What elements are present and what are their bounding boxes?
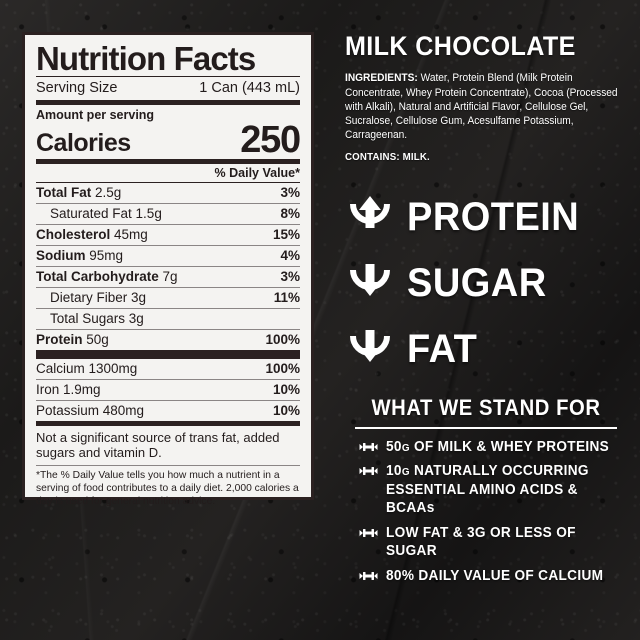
nutrient-daily-value: 3% — [280, 269, 300, 285]
nutrient-daily-value: 4% — [280, 248, 300, 264]
ingredients-block: INGREDIENTS: Water, Protein Blend (Milk … — [345, 71, 626, 142]
nutrient-row: Sodium 95mg 4% — [36, 246, 300, 266]
nutrient-daily-value: 15% — [272, 227, 300, 243]
micronutrient-name: Iron 1.9mg — [36, 382, 101, 398]
nutrient-name: Total Sugars 3g — [50, 311, 144, 327]
divider-under-micronutrients — [36, 420, 300, 426]
nutrient-row: Protein 50g 100% — [36, 330, 300, 350]
micronutrient-rows: Calcium 1300mg 100% Iron 1.9mg 10% Potassium… — [36, 359, 300, 421]
nutrient-row: Saturated Fat 1.5g 8% — [36, 204, 300, 224]
nutrient-name: Total Fat 2.5g — [36, 185, 122, 201]
divider-above-footnote — [36, 465, 300, 467]
stand-for-item-unit: G — [401, 441, 410, 454]
divider-under-calories — [36, 158, 300, 164]
product-info-column: MILK CHOCOLATE INGREDIENTS: Water, Prote… — [345, 32, 627, 591]
claim-badge: PROTEIN — [345, 189, 627, 245]
micronutrient-row-divider — [36, 399, 300, 401]
nutrient-row-divider — [36, 286, 300, 288]
nutrient-row: Total Fat 2.5g 3% — [36, 183, 300, 203]
claim-label: FAT — [407, 326, 478, 371]
nutrient-row: Dietary Fiber 3g 11% — [36, 288, 300, 308]
nutrient-row-divider — [36, 202, 300, 204]
arrow-down-circle-icon — [345, 258, 395, 308]
nutrient-row: Total Sugars 3g — [36, 309, 300, 329]
nutrient-row-divider — [36, 307, 300, 309]
nutrient-name: Dietary Fiber 3g — [50, 290, 147, 306]
nutrient-name: Total Carbohydrate 7g — [36, 269, 178, 285]
not-significant-source-note: Not a significant source of trans fat, a… — [36, 429, 280, 461]
dumbbell-icon — [359, 440, 378, 454]
micronutrient-daily-value: 10% — [272, 403, 300, 419]
stand-for-item: 80% DAILY VALUE OF CALCIUM — [359, 567, 627, 586]
ingredients-label: INGREDIENTS: — [345, 72, 418, 85]
nutrition-facts-title: Nutrition Facts — [36, 40, 256, 77]
nutrient-row: Total Carbohydrate 7g 3% — [36, 267, 300, 287]
daily-value-footnote: *The % Daily Value tells you how much a … — [36, 470, 299, 508]
micronutrient-name: Calcium 1300mg — [36, 361, 138, 377]
stand-for-item-text: 80% DAILY VALUE OF CALCIUM — [386, 567, 604, 584]
nutrient-row-divider — [36, 244, 300, 246]
what-we-stand-for-heading: WHAT WE STAND FOR — [371, 394, 601, 420]
claim-label: SUGAR — [407, 260, 547, 305]
nutrient-row: Cholesterol 45mg 15% — [36, 225, 300, 245]
divider-under-title — [36, 75, 300, 77]
nutrient-row-divider — [36, 265, 300, 267]
claim-badge: SUGAR — [345, 255, 627, 311]
nutrient-name: Protein 50g — [36, 332, 109, 348]
micronutrient-row: Iron 1.9mg 10% — [36, 380, 300, 400]
arrow-up-circle-icon — [345, 192, 395, 242]
flavor-title: MILK CHOCOLATE — [345, 31, 576, 61]
divider-under-serving — [36, 99, 300, 105]
dumbbell-icon — [359, 464, 378, 478]
nutrient-name: Saturated Fat 1.5g — [50, 206, 162, 222]
stand-for-item-unit: G — [401, 466, 410, 479]
nutrient-daily-value: 8% — [280, 206, 300, 222]
stand-for-item: 50G OF MILK & WHEY PROTEINS — [359, 438, 627, 457]
stand-for-item: 10G NATURALLY OCCURRING ESSENTIAL AMINO … — [359, 462, 627, 518]
micronutrient-row-divider — [36, 378, 300, 380]
micronutrient-name: Potassium 480mg — [36, 403, 145, 419]
nutrient-name: Sodium 95mg — [36, 248, 124, 264]
micronutrient-row: Potassium 480mg 10% — [36, 401, 300, 421]
serving-size-row: Serving Size 1 Can (443 mL) — [36, 77, 300, 100]
what-we-stand-for-underline — [355, 426, 617, 429]
stand-for-item-text: 50G OF MILK & WHEY PROTEINS — [386, 438, 610, 455]
stand-for-item-text: 10G NATURALLY OCCURRING ESSENTIAL AMINO … — [386, 463, 589, 517]
divider-under-protein — [36, 349, 300, 359]
dumbbell-icon — [359, 526, 378, 540]
nutrient-name: Cholesterol 45mg — [36, 227, 148, 243]
nutrient-daily-value: 3% — [280, 185, 300, 201]
claim-badge: FAT — [345, 321, 627, 377]
nutrient-daily-value: 100% — [265, 332, 300, 348]
micronutrient-row: Calcium 1300mg 100% — [36, 359, 300, 379]
claims-list: PROTEIN SUGAR FAT — [345, 189, 627, 377]
calories-row: Calories 250 — [36, 118, 301, 161]
what-we-stand-for-section: WHAT WE STAND FOR 50G OF MILK & WHEY PRO… — [345, 395, 627, 586]
arrow-down-circle-icon — [345, 324, 395, 374]
amount-per-serving-label: Amount per serving — [36, 107, 155, 122]
serving-size-label: Serving Size — [36, 79, 118, 96]
daily-value-header: % Daily Value* — [214, 165, 300, 180]
nutrient-daily-value: 11% — [273, 290, 300, 306]
divider-under-dv-header — [36, 181, 300, 183]
ingredients-text: Water, Protein Blend (Milk Protein Conce… — [345, 72, 618, 142]
nutrient-row-divider — [36, 223, 300, 225]
dumbbell-icon — [359, 569, 378, 583]
calories-value: 250 — [240, 118, 301, 161]
nutrition-facts-panel: Nutrition Facts Serving Size 1 Can (443 … — [22, 32, 314, 507]
micronutrient-daily-value: 10% — [272, 382, 300, 398]
stand-for-items: 50G OF MILK & WHEY PROTEINS 10G NATURALLY… — [345, 438, 627, 586]
calories-label: Calories — [36, 128, 131, 157]
nutrient-row-divider — [36, 328, 300, 330]
serving-size-value: 1 Can (443 mL) — [199, 79, 300, 96]
allergen-contains-statement: CONTAINS: MILK. — [345, 151, 430, 163]
claim-label: PROTEIN — [407, 194, 580, 239]
micronutrient-daily-value: 100% — [265, 361, 300, 377]
nutrient-rows: Total Fat 2.5g 3% Saturated Fat 1.5g 8% Chol… — [36, 183, 300, 350]
stand-for-item-text: LOW FAT & 3G OR LESS OF SUGAR — [386, 524, 576, 560]
stand-for-item: LOW FAT & 3G OR LESS OF SUGAR — [359, 524, 627, 561]
